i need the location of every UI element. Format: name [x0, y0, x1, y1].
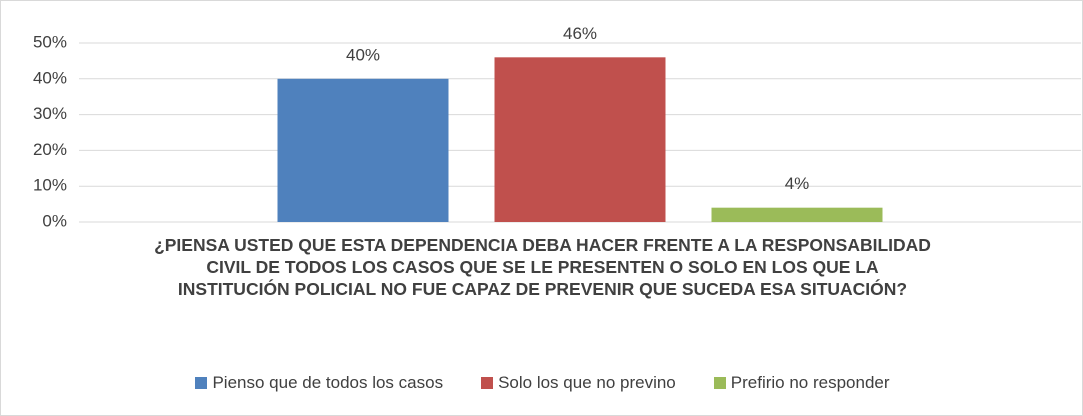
legend-label: Solo los que no previno	[498, 373, 676, 392]
legend-swatch	[195, 377, 208, 389]
legend-swatch	[481, 377, 494, 389]
y-tick-label: 20%	[33, 140, 67, 159]
bar	[711, 207, 883, 222]
bar	[277, 78, 449, 222]
legend-label: Pienso que de todos los casos	[212, 373, 444, 392]
y-tick-label: 40%	[33, 68, 67, 87]
data-label: 4%	[785, 174, 810, 193]
y-tick-label: 10%	[33, 176, 67, 195]
legend-swatch	[713, 377, 726, 389]
legend-item: Prefirio no responder	[713, 373, 890, 393]
legend-label: Prefirio no responder	[730, 373, 890, 392]
data-label: 46%	[563, 24, 597, 43]
legend-item: Pienso que de todos los casos	[195, 373, 443, 393]
data-label: 40%	[346, 45, 380, 64]
bar	[494, 57, 666, 222]
y-tick-label: 50%	[33, 32, 67, 51]
y-tick-label: 0%	[42, 211, 67, 230]
y-tick-label: 30%	[33, 104, 67, 123]
chart-title: ¿PIENSA USTED QUE ESTA DEPENDENCIA DEBA …	[154, 235, 931, 299]
legend-item: Solo los que no previno	[481, 373, 676, 393]
legend: Pienso que de todos los casos Solo los qu…	[1, 373, 1082, 393]
